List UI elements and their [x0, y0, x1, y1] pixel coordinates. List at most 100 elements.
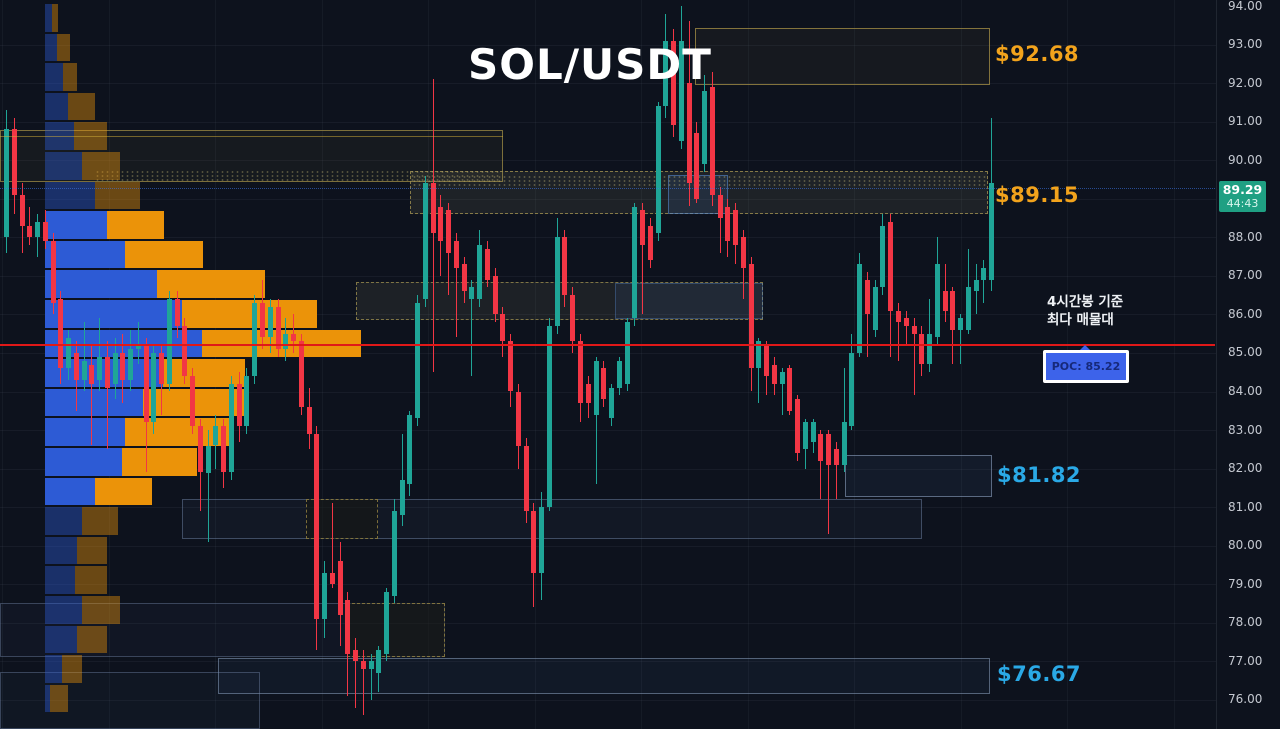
horizontal-gridline: [0, 160, 1216, 162]
horizontal-gridline: [0, 121, 1216, 123]
vertical-gridline: [641, 0, 642, 729]
candle-body: [66, 337, 71, 369]
candle-body: [927, 333, 932, 365]
axis-price-label: 94.00: [1228, 0, 1263, 13]
symbol-title: SOL/USDT: [468, 40, 712, 89]
candle-body: [624, 322, 630, 384]
profile-bar-blue: [45, 152, 82, 180]
profile-bar-orange: [107, 211, 164, 239]
axis-price-label: 90.00: [1228, 152, 1263, 167]
profile-bar-orange: [182, 300, 317, 328]
price-axis[interactable]: 94.0093.0092.0091.0090.0089.0088.0087.00…: [1216, 0, 1280, 729]
candle-wick: [293, 314, 294, 353]
profile-bar-blue: [45, 566, 75, 594]
profile-bar-orange: [50, 684, 68, 713]
candle-body: [345, 599, 351, 654]
candle-body: [740, 237, 746, 269]
vertical-gridline: [2, 0, 3, 729]
candle-body: [725, 206, 731, 242]
candle-body: [508, 341, 514, 392]
horizontal-gridline: [0, 507, 1216, 509]
candle-wick: [83, 322, 85, 392]
candle-body: [903, 318, 909, 326]
profile-bar-blue: [45, 388, 143, 417]
candle-wick: [455, 233, 457, 338]
candle-body: [694, 133, 700, 199]
last-price-badge[interactable]: 89.29 44:43: [1219, 181, 1266, 212]
profile-bar-blue: [45, 329, 202, 358]
profile-bar-orange: [75, 566, 107, 594]
profile-bar-orange: [163, 359, 245, 387]
candle-wick: [960, 314, 961, 365]
candle-body: [453, 241, 459, 269]
candle-countdown: 44:43: [1226, 197, 1259, 210]
last-price: 89.29: [1222, 182, 1263, 197]
candle-body: [120, 352, 126, 380]
profile-bar-blue: [45, 684, 50, 713]
candle-body: [384, 592, 389, 654]
poc-label-text: POC: 85.22: [1046, 353, 1126, 380]
vertical-gridline: [321, 0, 323, 729]
candle-wick: [866, 272, 868, 357]
candle-body: [81, 360, 87, 380]
candle-wick: [370, 653, 372, 700]
candle-body: [702, 90, 707, 164]
candle-body: [329, 572, 335, 585]
candle-body: [849, 352, 855, 427]
candle-wick: [355, 638, 356, 708]
line-current_price: [0, 188, 1215, 189]
candle-body: [174, 299, 180, 326]
axis-price-label: 92.00: [1228, 75, 1263, 90]
candle-body: [135, 345, 141, 350]
profile-bar-orange: [77, 625, 107, 654]
profile-bar-orange: [62, 655, 82, 683]
candle-body: [640, 210, 645, 245]
profile-bar-blue: [45, 596, 82, 624]
candle-body: [407, 414, 413, 484]
candle-body: [143, 345, 149, 423]
candle-body: [446, 210, 452, 253]
candle-body: [841, 422, 847, 465]
candle-body: [981, 268, 987, 280]
candle-body: [244, 376, 250, 427]
candle-wick: [331, 503, 333, 589]
profile-bar-blue: [45, 63, 63, 91]
candle-body: [182, 326, 188, 377]
candle-body: [833, 449, 839, 465]
candle-body: [484, 248, 490, 280]
candle-body: [213, 426, 219, 446]
candle-body: [415, 302, 421, 419]
candle-body: [593, 360, 599, 415]
profile-bar-blue: [45, 270, 157, 298]
candle-body: [275, 306, 281, 350]
horizontal-gridline: [0, 430, 1216, 432]
candle-wick: [106, 341, 108, 450]
candle-wick: [905, 310, 907, 346]
candle-body: [942, 291, 948, 311]
candle-wick: [897, 302, 899, 361]
candle-body: [810, 422, 816, 442]
profile-bar-blue: [45, 33, 57, 62]
profile-bar-orange: [95, 477, 152, 506]
candle-body: [609, 387, 614, 419]
profile-bar-orange: [63, 63, 77, 91]
zone-sub-olive-78: [347, 603, 445, 657]
profile-bar-orange: [157, 270, 265, 298]
axis-price-label: 84.00: [1228, 384, 1263, 398]
candle-body: [221, 426, 227, 473]
candle-body: [128, 349, 134, 380]
candle-wick: [913, 318, 915, 396]
candle-body: [919, 333, 925, 365]
price-level-label: $81.82: [997, 463, 1082, 487]
candle-wick: [781, 368, 783, 415]
candle-body: [477, 245, 483, 299]
candle-body: [562, 237, 568, 296]
candle-body: [27, 225, 33, 238]
candle-body: [647, 225, 653, 261]
candle-body: [391, 511, 397, 596]
profile-bar-blue: [45, 240, 125, 269]
line-poc: [0, 344, 1215, 346]
candle-body: [236, 383, 242, 427]
candle-body: [306, 406, 312, 434]
